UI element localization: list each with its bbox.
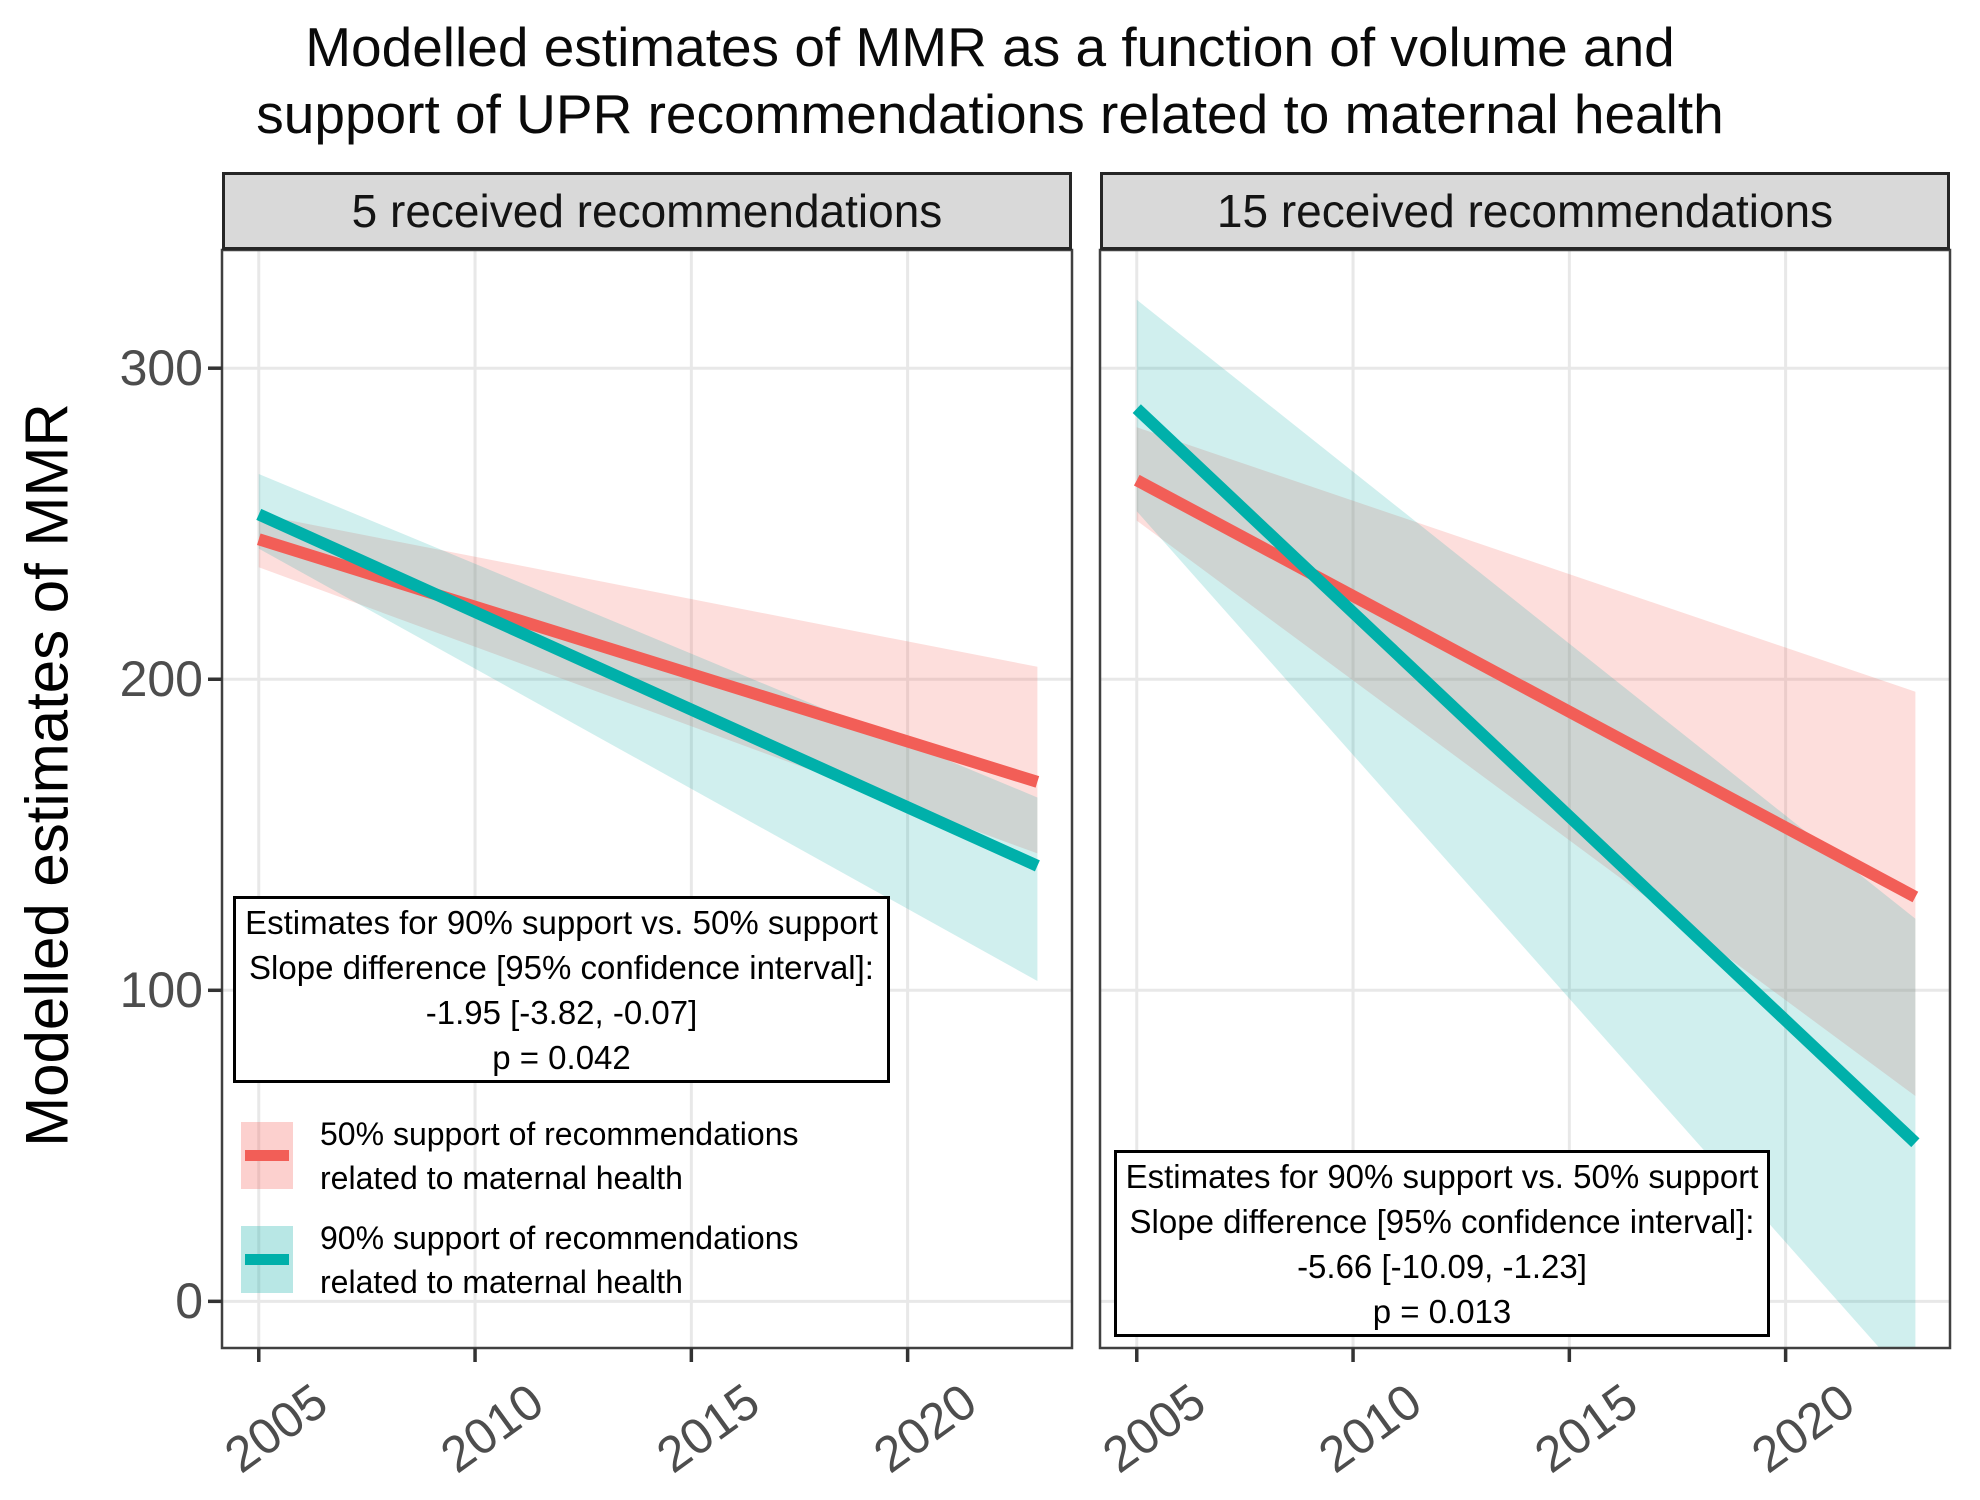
annotation-line: Slope difference [95% confidence interva…	[249, 948, 874, 986]
plot-title-line1: Modelled estimates of MMR as a function …	[305, 16, 1675, 78]
confidence-ribbon-90pct-panel-2	[1136, 299, 1916, 1348]
y-tick-label-200: 200	[119, 651, 203, 708]
plot-title-line2: support of UPR recommendations related t…	[256, 83, 1724, 145]
line-swatch-50pct	[245, 1150, 289, 1161]
legend-label-50pct: 50% support of recommendations related t…	[320, 1116, 799, 1196]
y-tick-label-300: 300	[119, 340, 203, 397]
y-axis-title: Modelled estimates of MMR	[13, 403, 81, 1147]
annotation-line: Estimates for 90% support vs. 50% suppor…	[1125, 1157, 1759, 1195]
panel-series-group	[1132, 299, 1920, 1348]
annotation-line: -5.66 [-10.09, -1.23]	[1297, 1247, 1587, 1285]
facet-strip-label: 5 received recommendations	[351, 185, 943, 237]
annotation-line: -1.95 [-3.82, -0.07]	[425, 993, 698, 1031]
annotation-line: Estimates for 90% support vs. 50% suppor…	[245, 903, 878, 941]
line-swatch-90pct	[245, 1254, 289, 1265]
annotation-line: Slope difference [95% confidence interva…	[1129, 1202, 1755, 1240]
trend-line-50pct-panel-2	[1133, 474, 1919, 903]
ribbon-swatch-50pct	[241, 1122, 293, 1189]
panel-border	[220, 248, 1074, 1350]
trend-line-90pct-panel-1	[256, 508, 1040, 872]
annotation-line: p = 0.042	[492, 1038, 631, 1076]
y-tick-label-0: 0	[175, 1273, 203, 1330]
panel-series-group	[256, 473, 1040, 981]
annotation-box-panel-2: Estimates for 90% support vs. 50% suppor…	[1114, 1150, 1770, 1337]
panel-background	[222, 250, 1072, 1348]
panel-border	[1098, 248, 1952, 1350]
annotation-line: p = 0.013	[1372, 1292, 1512, 1330]
facet-strip-15-recommendations: 15 received recommendations	[1100, 172, 1950, 250]
y-tick-label-100: 100	[119, 962, 203, 1019]
facet-strip-5-recommendations: 5 received recommendations	[222, 172, 1072, 250]
annotation-box-panel-1: Estimates for 90% support vs. 50% suppor…	[233, 896, 890, 1083]
trend-line-50pct-panel-1	[256, 533, 1040, 788]
facet-strip-label: 15 received recommendations	[1216, 185, 1834, 237]
trend-line-90pct-panel-2	[1132, 404, 1920, 1148]
ribbon-swatch-90pct	[241, 1226, 293, 1293]
plot-title: Modelled estimates of MMR as a function …	[0, 14, 1980, 148]
legend-label-90pct: 90% support of recommendations related t…	[320, 1220, 799, 1300]
